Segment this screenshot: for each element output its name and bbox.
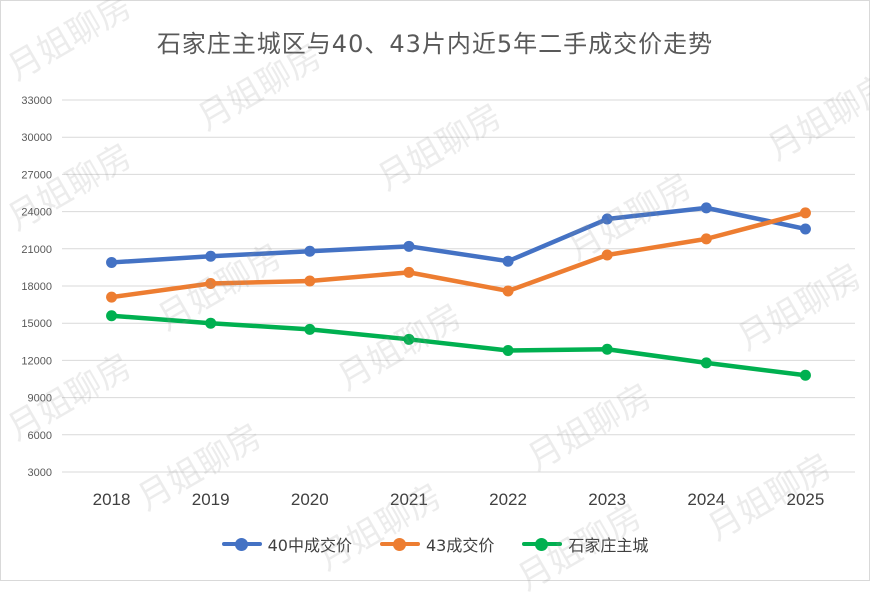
data-point bbox=[403, 333, 415, 345]
y-axis-ticks: 3000 6000 9000 12000 15000 18000 21000 24000 270… bbox=[21, 95, 52, 479]
legend-label: 40中成交价 bbox=[267, 536, 352, 555]
series-line bbox=[109, 210, 808, 300]
x-tick-label: 2021 bbox=[390, 490, 428, 509]
x-tick-label: 2025 bbox=[787, 490, 825, 509]
y-tick-label: 3000 bbox=[28, 467, 52, 479]
legend-label: 石家庄主城 bbox=[568, 536, 649, 555]
series-3 bbox=[106, 310, 811, 381]
data-point bbox=[601, 343, 613, 355]
x-tick-label: 2018 bbox=[93, 490, 131, 509]
x-tick-label: 2023 bbox=[588, 490, 626, 509]
series-line bbox=[109, 205, 808, 265]
series-lines bbox=[106, 202, 811, 381]
series-line bbox=[109, 313, 808, 378]
data-point bbox=[601, 213, 613, 225]
data-point bbox=[403, 266, 415, 278]
y-tick-label: 27000 bbox=[21, 169, 52, 181]
data-point bbox=[700, 202, 712, 214]
data-point bbox=[106, 256, 118, 268]
x-tick-label: 2024 bbox=[687, 490, 725, 509]
data-point bbox=[799, 369, 811, 381]
series-2 bbox=[106, 207, 811, 303]
data-point bbox=[502, 285, 514, 297]
y-tick-label: 24000 bbox=[21, 207, 52, 219]
y-tick-label: 12000 bbox=[21, 355, 52, 367]
x-tick-label: 2022 bbox=[489, 490, 527, 509]
y-tick-label: 15000 bbox=[21, 318, 52, 330]
x-tick-label: 2019 bbox=[192, 490, 230, 509]
series-1 bbox=[106, 202, 811, 268]
line-chart: 3000 6000 9000 12000 15000 18000 21000 24000 270… bbox=[21, 95, 855, 509]
y-tick-label: 21000 bbox=[21, 244, 52, 256]
y-tick-label: 18000 bbox=[21, 281, 52, 293]
legend-item: 40中成交价 bbox=[221, 532, 352, 556]
legend-swatch bbox=[221, 537, 262, 551]
data-point bbox=[799, 223, 811, 235]
data-point bbox=[106, 310, 118, 322]
data-point bbox=[205, 278, 217, 290]
data-point bbox=[799, 207, 811, 219]
data-point bbox=[205, 317, 217, 329]
data-point bbox=[403, 240, 415, 252]
y-tick-label: 30000 bbox=[21, 132, 52, 144]
legend-item: 43成交价 bbox=[379, 532, 495, 556]
data-point bbox=[106, 291, 118, 303]
y-tick-label: 33000 bbox=[21, 95, 52, 107]
y-tick-label: 9000 bbox=[28, 393, 52, 405]
data-point bbox=[700, 357, 712, 369]
legend-label: 43成交价 bbox=[425, 536, 495, 555]
data-point bbox=[502, 255, 514, 267]
data-point bbox=[304, 275, 316, 287]
data-point bbox=[304, 245, 316, 257]
x-tick-label: 2020 bbox=[291, 490, 329, 509]
legend-swatch bbox=[379, 537, 420, 551]
data-point bbox=[304, 323, 316, 335]
legend-item: 石家庄主城 bbox=[522, 532, 648, 556]
data-point bbox=[601, 249, 613, 261]
data-point bbox=[502, 344, 514, 356]
x-axis-ticks: 2018 2019 2020 2021 2022 2023 2024 2025 bbox=[93, 490, 825, 509]
legend-swatch bbox=[522, 537, 563, 551]
data-point bbox=[205, 250, 217, 262]
chart-title: 石家庄主城区与40、43片内近5年二手成交价走势 bbox=[156, 30, 714, 58]
y-tick-label: 6000 bbox=[28, 430, 52, 442]
data-point bbox=[700, 233, 712, 245]
chart-legend: 40中成交价 43成交价 石家庄主城 bbox=[0, 532, 870, 556]
